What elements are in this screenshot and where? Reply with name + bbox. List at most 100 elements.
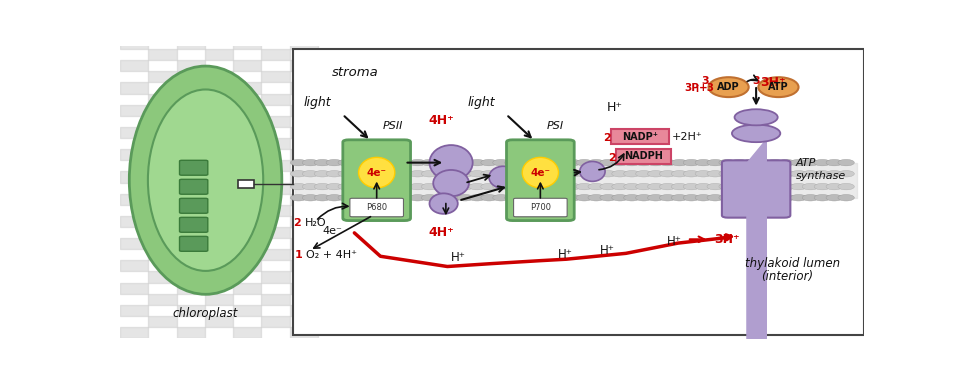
Text: ATP: ATP <box>768 82 789 92</box>
Circle shape <box>302 160 319 166</box>
Bar <box>290 60 318 71</box>
Circle shape <box>731 195 747 201</box>
Circle shape <box>779 171 795 177</box>
Bar <box>290 82 318 93</box>
FancyBboxPatch shape <box>514 198 567 217</box>
Bar <box>261 227 290 238</box>
Circle shape <box>362 195 378 201</box>
Circle shape <box>397 195 414 201</box>
Circle shape <box>349 184 367 190</box>
Bar <box>233 0 261 5</box>
Text: 3: 3 <box>753 76 760 86</box>
Circle shape <box>528 160 545 166</box>
Bar <box>148 116 177 127</box>
Circle shape <box>505 184 521 190</box>
Bar <box>177 105 204 116</box>
Circle shape <box>314 195 330 201</box>
Circle shape <box>636 195 652 201</box>
Circle shape <box>362 160 378 166</box>
Bar <box>120 60 148 71</box>
Bar <box>233 305 261 316</box>
Circle shape <box>445 195 462 201</box>
Bar <box>293 49 864 335</box>
Circle shape <box>492 171 509 177</box>
Text: 2: 2 <box>609 153 616 163</box>
Circle shape <box>707 171 724 177</box>
Circle shape <box>468 195 486 201</box>
Circle shape <box>624 171 640 177</box>
Bar <box>261 71 290 82</box>
Bar <box>204 27 233 38</box>
Bar <box>120 260 148 271</box>
Bar <box>120 327 148 338</box>
Bar <box>290 171 318 182</box>
Circle shape <box>814 171 830 177</box>
Circle shape <box>766 184 783 190</box>
Bar <box>204 182 233 194</box>
Circle shape <box>338 160 354 166</box>
Text: O₂ + 4H⁺: O₂ + 4H⁺ <box>306 250 357 260</box>
Text: +2H⁺: +2H⁺ <box>671 131 702 142</box>
Bar <box>290 16 318 27</box>
Circle shape <box>826 171 843 177</box>
Circle shape <box>540 195 557 201</box>
Bar <box>120 216 148 227</box>
FancyBboxPatch shape <box>180 198 207 213</box>
FancyBboxPatch shape <box>507 140 574 220</box>
Text: 3H⁺: 3H⁺ <box>760 76 785 89</box>
FancyBboxPatch shape <box>722 160 790 218</box>
Circle shape <box>647 171 664 177</box>
Circle shape <box>600 160 616 166</box>
Circle shape <box>528 195 545 201</box>
Circle shape <box>719 160 735 166</box>
Circle shape <box>492 195 509 201</box>
FancyBboxPatch shape <box>180 236 207 251</box>
Circle shape <box>326 171 343 177</box>
Circle shape <box>576 195 592 201</box>
Circle shape <box>290 195 307 201</box>
Circle shape <box>576 171 592 177</box>
Circle shape <box>528 171 545 177</box>
Circle shape <box>660 195 676 201</box>
Circle shape <box>660 171 676 177</box>
Circle shape <box>421 160 438 166</box>
Bar <box>204 294 233 305</box>
Circle shape <box>779 195 795 201</box>
Ellipse shape <box>580 162 605 181</box>
Bar <box>233 194 261 205</box>
Circle shape <box>540 184 557 190</box>
Bar <box>204 93 233 105</box>
Circle shape <box>671 160 687 166</box>
Circle shape <box>612 171 628 177</box>
Circle shape <box>468 160 486 166</box>
Bar <box>233 127 261 138</box>
Bar <box>233 238 261 249</box>
Circle shape <box>766 160 783 166</box>
Circle shape <box>588 195 605 201</box>
Bar <box>120 149 148 160</box>
Circle shape <box>564 195 581 201</box>
Text: PSI: PSI <box>546 121 564 131</box>
Ellipse shape <box>708 77 749 97</box>
Bar <box>177 171 204 182</box>
Circle shape <box>349 195 367 201</box>
Bar <box>177 216 204 227</box>
Circle shape <box>671 184 687 190</box>
Text: P680: P680 <box>366 203 387 212</box>
Bar <box>290 260 318 271</box>
Circle shape <box>647 160 664 166</box>
Bar <box>120 127 148 138</box>
Circle shape <box>433 171 449 177</box>
Bar <box>204 271 233 283</box>
Circle shape <box>540 171 557 177</box>
Bar <box>148 27 177 38</box>
Circle shape <box>302 171 319 177</box>
Bar <box>120 194 148 205</box>
Circle shape <box>779 160 795 166</box>
Bar <box>261 316 290 327</box>
Circle shape <box>433 184 449 190</box>
Circle shape <box>803 184 819 190</box>
Circle shape <box>516 184 533 190</box>
Text: H⁺: H⁺ <box>600 244 614 257</box>
Circle shape <box>314 171 330 177</box>
